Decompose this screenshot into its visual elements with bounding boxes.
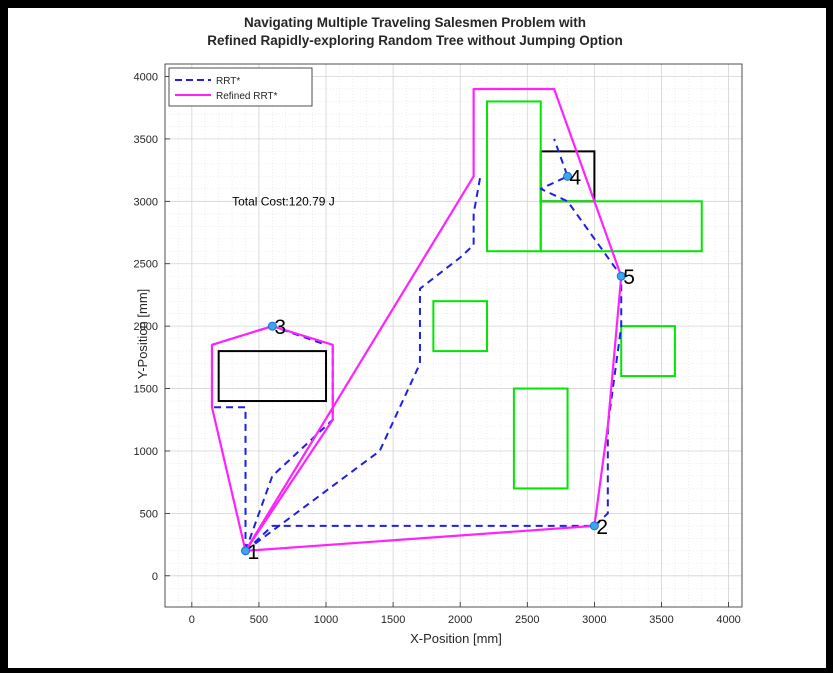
chart-subtitle: Refined Rapidly-exploring Random Tree wi… <box>207 33 623 48</box>
x-tick-label: 4000 <box>716 614 740 626</box>
y-tick-label: 1500 <box>134 384 158 396</box>
node-marker <box>616 271 626 281</box>
node-label: 2 <box>596 516 608 539</box>
refined-rrt-path-segment <box>244 87 623 552</box>
y-tick-label: 2000 <box>134 321 158 333</box>
legend-entry: RRT* <box>216 76 240 87</box>
plot-area: 1 2 3 4 5 Total Cost:120.79 J 0 500 1000 1500 2000… <box>134 63 743 626</box>
node-marker <box>241 546 251 556</box>
x-tick-label: 3500 <box>649 614 673 626</box>
figure-window: Navigating Multiple Traveling Salesmen P… <box>8 8 826 668</box>
x-tick-label: 0 <box>189 614 195 626</box>
axes-box <box>164 63 743 608</box>
y-tick-label: 4000 <box>134 71 158 83</box>
legend-box <box>168 67 313 107</box>
obstacle-free <box>539 200 703 253</box>
total-cost-annotation: Total Cost:120.79 J <box>232 194 335 208</box>
node-label: 3 <box>274 316 286 339</box>
x-tick-label: 3000 <box>582 614 606 626</box>
x-tick-label: 2500 <box>515 614 539 626</box>
x-tick-label: 1500 <box>381 614 405 626</box>
y-tick-label: 2500 <box>134 259 158 271</box>
rrt-path-segment <box>244 176 482 552</box>
obstacle-free <box>512 387 569 490</box>
x-tick-label: 1000 <box>314 614 338 626</box>
y-axis-label: Y-Position [mm] <box>135 289 150 380</box>
x-tick-label: 2000 <box>448 614 472 626</box>
chart-svg: Navigating Multiple Traveling Salesmen P… <box>8 8 826 668</box>
obstacle-free <box>432 300 489 353</box>
node-label: 1 <box>248 541 260 564</box>
y-tick-label: 1000 <box>134 446 158 458</box>
rrt-path-segment <box>244 344 334 552</box>
node-marker <box>563 171 573 181</box>
node-marker <box>589 521 599 531</box>
x-axis-label: X-Position [mm] <box>410 631 502 646</box>
node-label: 5 <box>623 266 635 289</box>
node-label: 4 <box>570 166 582 189</box>
rrt-path-segment <box>244 138 623 552</box>
node-marker <box>267 321 277 331</box>
x-tick-label: 500 <box>250 614 268 626</box>
obstacle-free <box>486 100 542 253</box>
obstacle-dark <box>217 350 328 403</box>
y-tick-label: 3000 <box>134 196 158 208</box>
chart-title: Navigating Multiple Traveling Salesmen P… <box>244 15 586 30</box>
y-tick-label: 500 <box>140 508 158 520</box>
legend-entry: Refined RRT* <box>216 91 278 102</box>
y-tick-label: 0 <box>152 571 158 583</box>
y-tick-label: 3500 <box>134 134 158 146</box>
obstacle-free <box>620 325 676 378</box>
axes-background <box>165 64 742 607</box>
